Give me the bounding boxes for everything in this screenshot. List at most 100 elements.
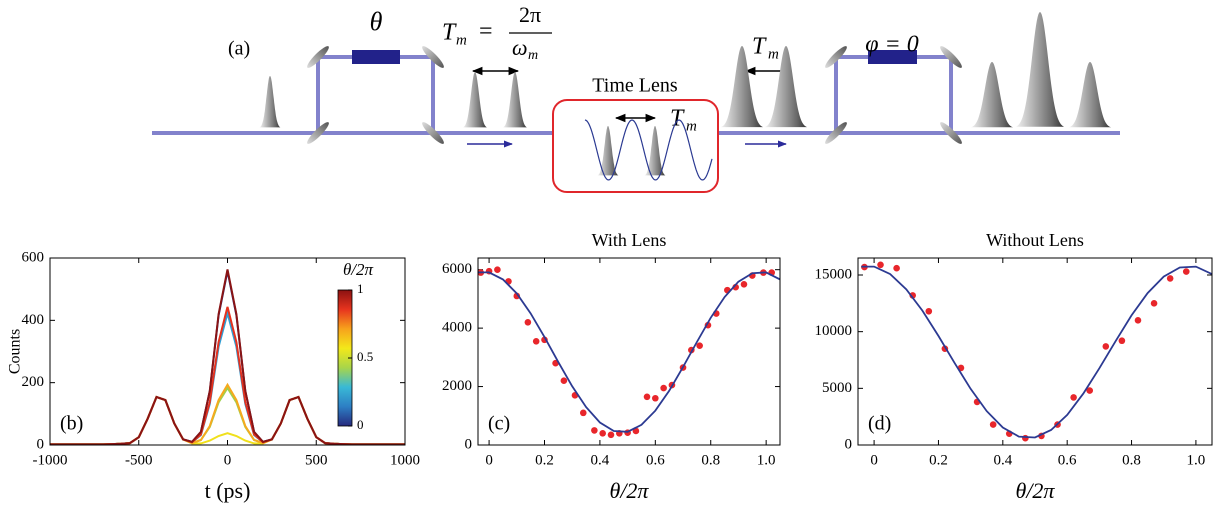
data-point <box>893 264 900 272</box>
data-point <box>660 384 667 392</box>
mirror <box>940 46 962 68</box>
y-axis-label: Counts <box>7 329 24 374</box>
x-tick-label: 0.4 <box>993 452 1012 468</box>
x-tick-label: 0.2 <box>929 452 948 468</box>
x-tick-label: 0.6 <box>646 452 665 468</box>
y-tick-label: 600 <box>22 249 45 265</box>
mirror <box>825 46 847 68</box>
chart-title: Without Lens <box>986 230 1084 250</box>
axes-box <box>857 257 1213 446</box>
x-axis-label: t (ps) <box>205 478 251 503</box>
y-tick-label: 15000 <box>815 266 853 282</box>
mirror <box>940 122 962 144</box>
chart: 0 0.2 0.4 0.6 0.8 1.0 0 2000 4000 6000 With Lens (c… <box>442 230 781 503</box>
data-point <box>740 280 748 288</box>
pulse <box>503 72 527 128</box>
pulse <box>644 126 666 176</box>
y-tick-label: 0 <box>37 436 45 452</box>
plot-area <box>478 266 780 439</box>
formula-numerator: 2π <box>519 2 541 27</box>
y-tick-label: 2000 <box>442 378 472 394</box>
plot-area <box>861 261 1212 442</box>
output-period-sub: m <box>768 46 779 62</box>
data-point <box>1150 300 1158 307</box>
data-point <box>1070 394 1077 401</box>
interferometer-1 <box>316 55 435 133</box>
output-period: T <box>752 34 767 60</box>
x-tick-label: 0 <box>485 452 493 468</box>
formula-lhs: T <box>442 20 457 46</box>
data-point <box>1022 434 1029 442</box>
axes-box <box>477 257 781 446</box>
colorbar-label: θ/2π <box>343 260 374 279</box>
lens-period-sub: m <box>686 118 697 134</box>
time-lens-box <box>552 99 719 193</box>
x-axis-label: θ/2π <box>610 478 650 503</box>
data-point <box>652 394 659 402</box>
panel-label: (a) <box>228 38 250 60</box>
x-tick-label: 0 <box>870 452 878 468</box>
lens-phase-curve <box>584 119 713 181</box>
pulse <box>1016 12 1064 127</box>
data-point <box>494 266 501 273</box>
data-point <box>877 261 884 269</box>
formula-sub: m <box>456 32 467 48</box>
colorbar-tick-label: 1 <box>357 281 364 296</box>
formula-denominator-sub: m <box>528 48 538 63</box>
mirror <box>825 122 847 144</box>
mirror <box>307 46 329 68</box>
x-tick-label: 1000 <box>390 452 420 468</box>
x-tick-label: 1.0 <box>757 452 776 468</box>
pulse <box>1069 62 1111 128</box>
curve <box>50 269 405 445</box>
phase-element <box>352 50 400 64</box>
data-point <box>524 318 532 326</box>
data-point <box>607 431 615 439</box>
pulse <box>259 76 281 128</box>
lens-period: T <box>670 106 685 132</box>
x-tick-label: 0.8 <box>701 452 720 468</box>
data-point <box>1086 387 1094 394</box>
mirror <box>307 122 329 144</box>
x-tick-label: 0.2 <box>535 452 554 468</box>
y-tick-label: 400 <box>22 312 45 328</box>
y-tick-label: 6000 <box>442 261 472 277</box>
data-point <box>925 307 933 315</box>
axes-box <box>49 257 406 446</box>
data-point <box>599 430 606 437</box>
x-tick-label: 500 <box>305 452 328 468</box>
data-point <box>1134 317 1142 324</box>
lens-title: Time Lens <box>592 75 678 97</box>
colorbar-tick-label: 0 <box>357 417 364 432</box>
y-tick-label: 5000 <box>822 380 852 396</box>
x-tick-label: 0.4 <box>591 452 610 468</box>
y-tick-label: 4000 <box>442 320 472 336</box>
x-tick-label: -1000 <box>33 452 68 468</box>
x-axis-label: θ/2π <box>1016 478 1056 503</box>
chart: 0 0.2 0.4 0.6 0.8 1.0 0 5000 10000 15000 Without L… <box>815 230 1213 503</box>
pulse <box>765 46 807 128</box>
data-point <box>1182 268 1190 275</box>
plot-area <box>50 269 405 445</box>
x-tick-label: 1.0 <box>1187 452 1206 468</box>
panel-label: (b) <box>60 413 83 435</box>
mirror <box>422 46 444 68</box>
data-point <box>532 337 540 345</box>
data-point <box>1118 337 1126 345</box>
data-point <box>643 393 651 401</box>
phase-label: φ = 0 <box>865 32 918 58</box>
y-tick-label: 200 <box>22 374 45 390</box>
pulse <box>971 62 1013 128</box>
y-tick-label: 0 <box>845 436 853 452</box>
data-point <box>1102 343 1110 350</box>
colorbar-tick-label: 0.5 <box>357 349 373 364</box>
pulse <box>463 72 487 128</box>
formula-denominator: ω <box>512 35 528 60</box>
theta-label: θ <box>370 7 383 36</box>
x-tick-label: -500 <box>125 452 153 468</box>
data-point <box>579 409 587 417</box>
phase-element <box>868 50 917 64</box>
panel-label: (c) <box>488 413 510 435</box>
data-point <box>560 377 568 385</box>
